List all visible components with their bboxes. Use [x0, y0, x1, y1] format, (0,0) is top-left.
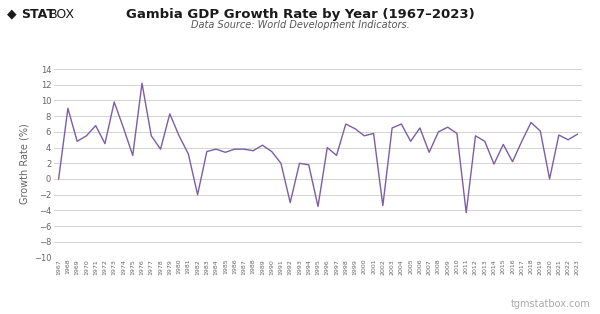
Y-axis label: Growth Rate (%): Growth Rate (%) — [20, 123, 29, 204]
Text: STAT: STAT — [22, 8, 55, 21]
Text: Gambia GDP Growth Rate by Year (1967–2023): Gambia GDP Growth Rate by Year (1967–202… — [125, 8, 475, 21]
Text: BOX: BOX — [49, 8, 76, 21]
Text: tgmstatbox.com: tgmstatbox.com — [511, 299, 591, 309]
Text: ◆: ◆ — [7, 8, 17, 21]
Text: Data Source: World Development Indicators.: Data Source: World Development Indicator… — [191, 20, 409, 30]
